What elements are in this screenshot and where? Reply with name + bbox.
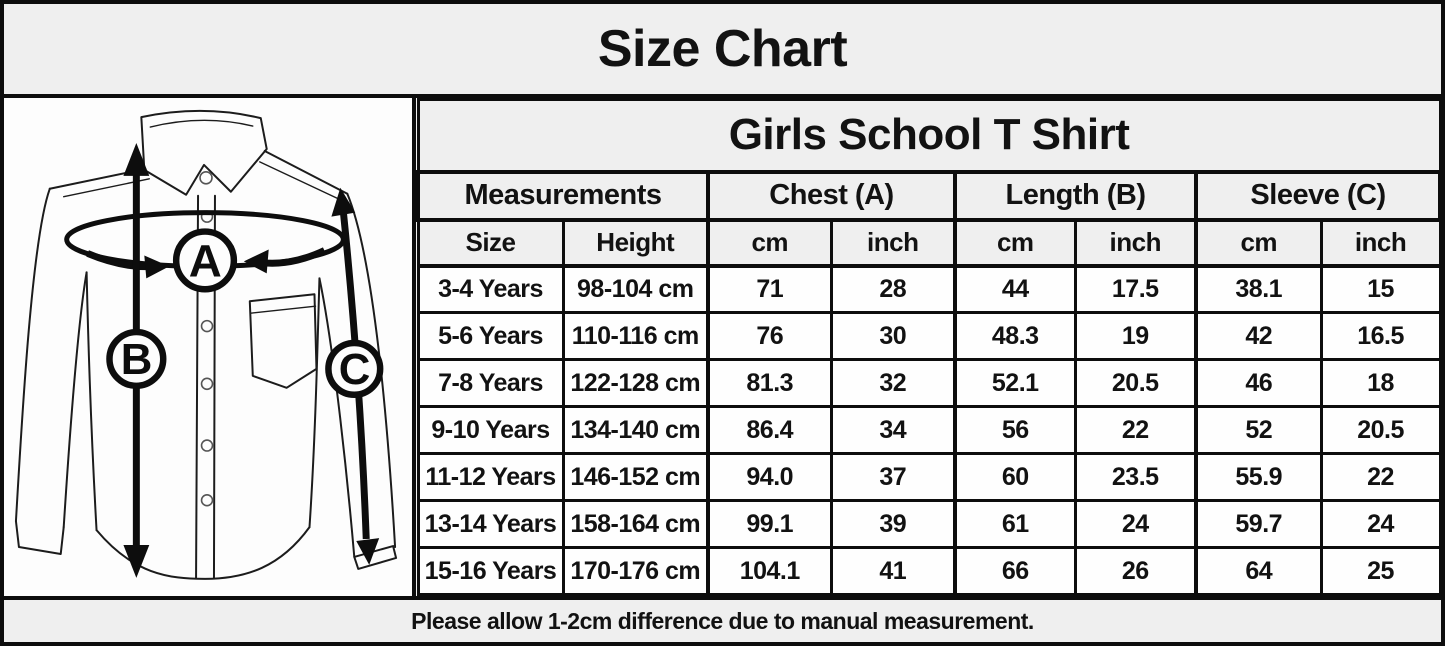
group-sleeve: Sleeve (C) [1193,170,1441,222]
label-b: B [121,335,152,384]
content-area: A B C [4,98,1441,596]
cell-length-inch: 17.5 [1073,264,1198,314]
cell-size: 9-10 Years [416,405,565,455]
cell-size: 5-6 Years [416,311,565,361]
cell-height: 98-104 cm [561,264,710,314]
cell-sleeve-inch: 16.5 [1319,311,1441,361]
cell-chest-cm: 94.0 [706,452,833,502]
cell-sleeve-inch: 20.5 [1319,405,1441,455]
cell-size: 13-14 Years [416,499,565,549]
cell-sleeve-cm: 64 [1194,546,1323,596]
collar [140,109,268,196]
cell-chest-cm: 99.1 [706,499,833,549]
cell-chest-cm: 71 [706,264,833,314]
table-row: 9-10 Years 134-140 cm 86.4 34 56 22 52 2… [416,405,1441,455]
cell-chest-inch: 30 [829,311,957,361]
subheader-size: Size [416,218,565,268]
label-c: C [339,345,370,394]
cell-chest-cm: 104.1 [706,546,833,596]
size-table: Girls School T Shirt Measurements Chest … [416,98,1441,596]
cell-chest-inch: 28 [829,264,957,314]
subheader-row: Size Height cm inch cm inch cm inch [416,218,1441,268]
table-title-row: Girls School T Shirt [416,98,1441,174]
cell-sleeve-inch: 25 [1319,546,1441,596]
cell-sleeve-cm: 59.7 [1194,499,1323,549]
cell-length-cm: 52.1 [953,358,1077,408]
cell-size: 7-8 Years [416,358,565,408]
cell-sleeve-cm: 52 [1194,405,1323,455]
cell-chest-cm: 76 [706,311,833,361]
measurement-badge-b: B [106,328,167,390]
cell-chest-inch: 32 [829,358,957,408]
chest-pocket [248,293,318,389]
cell-chest-cm: 86.4 [706,405,833,455]
cell-chest-inch: 39 [829,499,957,549]
cell-sleeve-inch: 22 [1319,452,1441,502]
cell-chest-inch: 37 [829,452,957,502]
cell-height: 158-164 cm [561,499,710,549]
subheader-height: Height [561,218,710,268]
cell-height: 134-140 cm [561,405,710,455]
cell-sleeve-cm: 55.9 [1194,452,1323,502]
group-length: Length (B) [953,170,1198,222]
cell-chest-inch: 41 [829,546,957,596]
cell-length-cm: 66 [953,546,1077,596]
table-row: 5-6 Years 110-116 cm 76 30 48.3 19 42 16… [416,311,1441,361]
table-row: 15-16 Years 170-176 cm 104.1 41 66 26 64… [416,546,1441,596]
subheader-sleeve-cm: cm [1194,218,1323,268]
cell-chest-inch: 34 [829,405,957,455]
cell-length-inch: 24 [1073,499,1198,549]
cell-length-cm: 56 [953,405,1077,455]
table-row: 13-14 Years 158-164 cm 99.1 39 61 24 59.… [416,499,1441,549]
subheader-chest-inch: inch [829,218,957,268]
measurement-arrows: A B C [64,143,384,578]
cell-sleeve-cm: 38.1 [1194,264,1323,314]
table-row: 3-4 Years 98-104 cm 71 28 44 17.5 38.1 1… [416,264,1441,314]
subheader-length-cm: cm [953,218,1077,268]
table-title: Girls School T Shirt [416,98,1441,174]
cell-length-inch: 26 [1073,546,1198,596]
table-row: 7-8 Years 122-128 cm 81.3 32 52.1 20.5 4… [416,358,1441,408]
table-row: 11-12 Years 146-152 cm 94.0 37 60 23.5 5… [416,452,1441,502]
cell-length-cm: 48.3 [953,311,1077,361]
size-table-panel: Girls School T Shirt Measurements Chest … [416,98,1441,596]
group-chest: Chest (A) [706,170,957,222]
cell-height: 146-152 cm [561,452,710,502]
subheader-sleeve-inch: inch [1319,218,1441,268]
label-a: A [189,235,222,286]
cell-height: 110-116 cm [561,311,710,361]
cell-size: 11-12 Years [416,452,565,502]
cell-sleeve-cm: 46 [1194,358,1323,408]
cell-sleeve-inch: 15 [1319,264,1441,314]
cell-size: 15-16 Years [416,546,565,596]
measurement-badge-a: A [172,228,238,293]
cell-sleeve-inch: 24 [1319,499,1441,549]
cell-length-inch: 22 [1073,405,1198,455]
cell-size: 3-4 Years [416,264,565,314]
measurement-note: Please allow 1-2cm difference due to man… [4,596,1441,642]
cell-length-cm: 60 [953,452,1077,502]
cell-height: 170-176 cm [561,546,710,596]
cell-sleeve-inch: 18 [1319,358,1441,408]
group-measurements: Measurements [416,170,710,222]
page-title: Size Chart [4,4,1441,98]
cell-length-cm: 44 [953,264,1077,314]
cell-length-inch: 19 [1073,311,1198,361]
shirt-illustration: A B C [14,109,398,580]
buttons [199,171,214,507]
group-header-row: Measurements Chest (A) Length (B) Sleeve… [416,170,1441,222]
cell-sleeve-cm: 42 [1194,311,1323,361]
cell-length-inch: 20.5 [1073,358,1198,408]
subheader-length-inch: inch [1073,218,1198,268]
cell-length-inch: 23.5 [1073,452,1198,502]
measurement-badge-c: C [325,339,384,398]
shirt-illustration-panel: A B C [4,98,416,596]
cell-length-cm: 61 [953,499,1077,549]
cell-chest-cm: 81.3 [706,358,833,408]
cell-height: 122-128 cm [561,358,710,408]
subheader-chest-cm: cm [706,218,833,268]
